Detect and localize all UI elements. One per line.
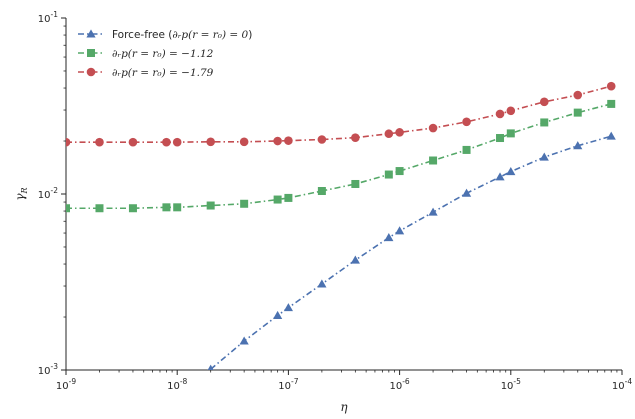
data-point — [95, 137, 104, 147]
data-point — [506, 167, 516, 176]
data-point — [273, 195, 282, 204]
data-point — [273, 310, 283, 319]
data-point — [172, 137, 182, 147]
data-point — [207, 364, 214, 370]
data-point — [539, 152, 549, 161]
series-2 — [66, 99, 616, 213]
data-point — [317, 187, 326, 196]
x-tick-label: 10-5 — [501, 377, 521, 392]
legend-marker — [86, 29, 96, 38]
data-point — [428, 123, 438, 133]
data-point — [384, 129, 394, 139]
data-point — [462, 117, 471, 127]
data-point — [573, 90, 583, 100]
data-point — [606, 131, 616, 140]
data-point — [351, 133, 360, 142]
data-point — [607, 99, 616, 108]
data-point — [95, 204, 104, 213]
data-point — [461, 188, 472, 197]
data-point — [273, 136, 282, 146]
axes: 10-9 10-8 10-7 10-6 10-5 10-4 10-3 10-2 10-1 η γR — [13, 10, 632, 414]
data-point — [239, 137, 249, 147]
data-point — [206, 137, 215, 147]
data-point — [384, 170, 393, 179]
x-tick-label: 10-7 — [278, 377, 298, 392]
data-point — [495, 109, 505, 119]
data-point — [573, 141, 583, 150]
data-point — [66, 137, 71, 147]
data-point — [606, 81, 616, 91]
series-line — [66, 103, 612, 210]
legend-item-3: ∂ᵣp(r = r₀) = −1.79 — [78, 67, 214, 79]
x-tick-label: 10-9 — [56, 377, 76, 392]
legend-label: Force-free (∂ᵣp(r = r₀) = 0) — [112, 29, 252, 41]
data-point — [239, 336, 249, 345]
data-point — [395, 167, 404, 176]
series-layer — [66, 81, 616, 370]
data-point — [162, 203, 171, 212]
series-3 — [66, 81, 616, 147]
data-point — [462, 145, 471, 154]
data-point — [351, 179, 360, 188]
data-point — [284, 136, 293, 145]
data-point — [283, 303, 293, 312]
data-point — [284, 193, 293, 202]
data-point — [496, 134, 505, 143]
x-tick-label: 10-8 — [167, 377, 187, 392]
data-point — [240, 199, 249, 208]
series-1 — [207, 131, 616, 370]
y-axis-label: γR — [13, 187, 29, 200]
legend-marker — [87, 49, 95, 57]
data-point — [506, 129, 515, 138]
data-point — [128, 204, 137, 213]
y-tick-label: 10-1 — [38, 10, 58, 25]
data-point — [539, 97, 549, 107]
legend-item-1: Force-free (∂ᵣp(r = r₀) = 0) — [78, 29, 252, 41]
data-point — [162, 137, 171, 147]
data-point — [66, 204, 70, 213]
data-point — [573, 108, 582, 117]
data-point — [395, 128, 404, 137]
data-point — [317, 135, 327, 144]
data-point — [173, 203, 182, 212]
data-point — [395, 226, 405, 235]
legend-label: ∂ᵣp(r = r₀) = −1.12 — [112, 48, 214, 60]
x-tick-label: 10-4 — [612, 377, 632, 392]
data-point — [540, 118, 549, 127]
data-point — [317, 279, 327, 288]
data-point — [429, 156, 438, 165]
legend-label: ∂ᵣp(r = r₀) = −1.79 — [112, 67, 214, 79]
data-point — [350, 255, 360, 264]
y-tick-label: 10-2 — [38, 186, 58, 201]
x-axis-label: η — [340, 400, 348, 414]
data-point — [428, 207, 438, 216]
data-point — [384, 233, 394, 242]
x-tick-label: 10-6 — [389, 377, 409, 392]
legend-marker — [86, 67, 96, 77]
data-point — [495, 172, 505, 181]
legend: Force-free (∂ᵣp(r = r₀) = 0) ∂ᵣp(r = r₀) … — [78, 29, 252, 79]
data-point — [506, 106, 516, 116]
y-tick-label: 10-3 — [38, 362, 58, 377]
legend-item-2: ∂ᵣp(r = r₀) = −1.12 — [78, 48, 214, 60]
data-point — [206, 201, 215, 210]
data-point — [128, 137, 138, 147]
